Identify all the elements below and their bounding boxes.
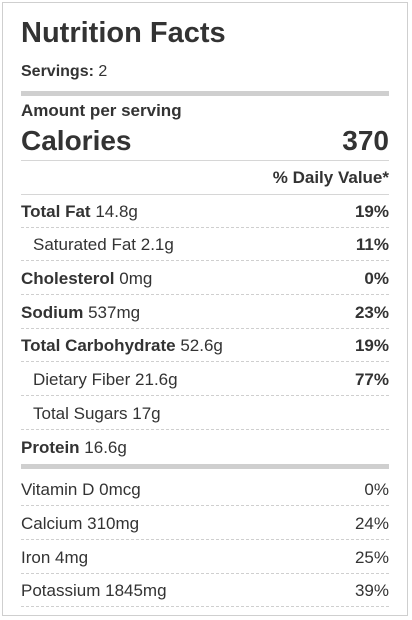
nutrient-name: Sodium bbox=[21, 303, 84, 322]
calories-label: Calories bbox=[21, 125, 132, 156]
nutrition-label: Nutrition Facts Servings: 2 Amount per s… bbox=[2, 2, 408, 616]
servings-label: Servings: bbox=[21, 63, 94, 80]
nutrient-name: Total Sugars bbox=[33, 404, 128, 423]
nutrient-row-dietary-fiber: Dietary Fiber 21.6g 77% bbox=[21, 363, 389, 396]
thick-divider bbox=[21, 464, 389, 469]
vitamin-amount: 0mcg bbox=[99, 480, 141, 499]
divider bbox=[21, 194, 389, 195]
vitamin-row-potassium: Potassium 1845mg 39% bbox=[21, 574, 389, 607]
daily-value-header: % Daily Value* bbox=[272, 168, 389, 187]
nutrient-name: Dietary Fiber bbox=[33, 370, 131, 389]
vitamin-amount: 1845mg bbox=[105, 581, 167, 600]
nutrient-amount: 537mg bbox=[88, 303, 141, 322]
vitamin-name: Potassium bbox=[21, 581, 101, 600]
vitamin-amount: 4mg bbox=[55, 548, 89, 567]
nutrient-name: Cholesterol bbox=[21, 269, 115, 288]
vitamin-name: Iron bbox=[21, 548, 51, 567]
nutrient-daily-value: 23% bbox=[354, 303, 389, 322]
nutrient-amount: 14.8g bbox=[95, 202, 138, 221]
nutrient-amount: 52.6g bbox=[180, 336, 223, 355]
divider bbox=[21, 160, 389, 161]
label-title: Nutrition Facts bbox=[21, 17, 226, 49]
vitamin-row-calcium: Calcium 310mg 24% bbox=[21, 507, 389, 540]
nutrient-name: Protein bbox=[21, 438, 80, 457]
nutrient-row-total-carbohydrate: Total Carbohydrate 52.6g 19% bbox=[21, 329, 389, 362]
vitamin-name: Calcium bbox=[21, 514, 83, 533]
vitamin-row-vitamin-d: Vitamin D 0mcg 0% bbox=[21, 473, 389, 506]
nutrient-amount: 16.6g bbox=[84, 438, 127, 457]
servings-value: 2 bbox=[98, 63, 108, 80]
vitamin-amount: 310mg bbox=[87, 514, 140, 533]
calories-value: 370 bbox=[342, 125, 389, 156]
nutrient-row-total-fat: Total Fat 14.8g 19% bbox=[21, 195, 389, 228]
nutrient-daily-value: 0% bbox=[364, 269, 389, 288]
nutrient-name: Total Carbohydrate bbox=[21, 336, 176, 355]
thick-divider bbox=[21, 91, 389, 96]
nutrient-name: Total Fat bbox=[21, 202, 91, 221]
nutrient-daily-value: 19% bbox=[354, 202, 389, 221]
nutrient-daily-value: 77% bbox=[354, 370, 389, 389]
nutrient-row-protein: Protein 16.6g bbox=[21, 431, 389, 464]
nutrient-name: Saturated Fat bbox=[33, 235, 137, 254]
amount-per-serving: Amount per serving bbox=[21, 101, 182, 120]
nutrient-amount: 2.1g bbox=[140, 235, 174, 254]
nutrient-amount: 21.6g bbox=[135, 370, 178, 389]
nutrient-amount: 0mg bbox=[119, 269, 153, 288]
servings-line: Servings: 2 bbox=[21, 63, 107, 81]
nutrient-row-saturated-fat: Saturated Fat 2.1g 11% bbox=[21, 228, 389, 261]
vitamin-daily-value: 0% bbox=[364, 480, 389, 499]
nutrient-daily-value: 11% bbox=[355, 235, 389, 254]
calories-row: Calories 370 bbox=[21, 125, 389, 159]
nutrient-daily-value: 19% bbox=[354, 336, 389, 355]
nutrient-row-sodium: Sodium 537mg 23% bbox=[21, 296, 389, 329]
vitamin-name: Vitamin D bbox=[21, 480, 95, 499]
vitamin-daily-value: 24% bbox=[354, 514, 389, 533]
vitamin-row-iron: Iron 4mg 25% bbox=[21, 541, 389, 574]
nutrient-row-total-sugars: Total Sugars 17g bbox=[21, 397, 389, 430]
nutrient-row-cholesterol: Cholesterol 0mg 0% bbox=[21, 262, 389, 295]
vitamin-daily-value: 25% bbox=[354, 548, 389, 567]
nutrient-amount: 17g bbox=[132, 404, 161, 423]
vitamin-daily-value: 39% bbox=[354, 581, 389, 600]
